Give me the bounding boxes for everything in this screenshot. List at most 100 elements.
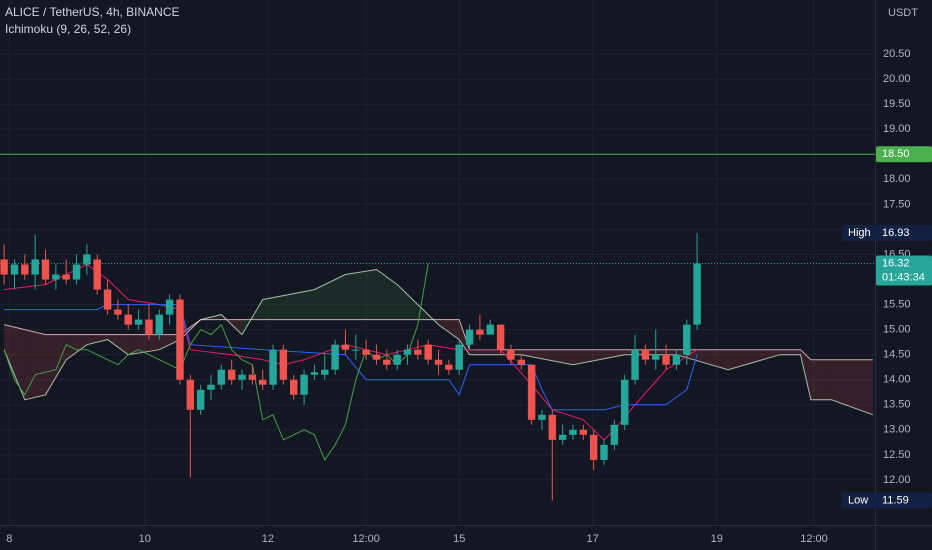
candle-body bbox=[455, 344, 463, 370]
candle-body bbox=[103, 289, 112, 310]
high-value-box bbox=[876, 224, 932, 241]
cloud-segment bbox=[128, 334, 160, 355]
candle-body bbox=[114, 309, 122, 315]
high-value: 16.93 bbox=[882, 227, 910, 239]
candle-body bbox=[186, 379, 195, 410]
y-tick-label: 19.00 bbox=[883, 123, 911, 135]
x-tick-label: 12:00 bbox=[352, 533, 380, 545]
level-label: 18.50 bbox=[882, 148, 910, 160]
candle-body bbox=[155, 314, 164, 335]
y-tick-label: 18.00 bbox=[883, 173, 911, 185]
candle-body bbox=[134, 319, 143, 325]
cloud-segment bbox=[262, 289, 315, 320]
candle-body bbox=[631, 349, 639, 380]
candle-body bbox=[507, 349, 515, 360]
candle-body bbox=[72, 264, 81, 280]
candle-body bbox=[196, 389, 205, 410]
candle-body bbox=[269, 349, 277, 385]
indicator-line bbox=[3, 263, 429, 461]
cloud-segment bbox=[728, 349, 780, 370]
y-tick-label: 20.00 bbox=[883, 73, 911, 85]
candle-body bbox=[486, 324, 494, 335]
candle-body bbox=[610, 424, 619, 445]
candle-body bbox=[145, 319, 153, 335]
cloud-segment bbox=[107, 334, 129, 355]
candle-body bbox=[227, 369, 236, 380]
y-tick-label: 17.50 bbox=[883, 198, 911, 210]
cloud-segment bbox=[779, 349, 801, 355]
candle-body bbox=[672, 354, 681, 365]
candle-body bbox=[548, 414, 557, 440]
candle-body bbox=[124, 314, 132, 325]
cloud-segment bbox=[345, 269, 377, 320]
candle-body bbox=[558, 434, 567, 440]
candle-body bbox=[176, 299, 184, 380]
candle-body bbox=[165, 299, 174, 315]
candle-body bbox=[290, 379, 298, 395]
high-name: High bbox=[848, 227, 871, 239]
candle-body bbox=[258, 379, 267, 385]
candle-body bbox=[393, 354, 401, 365]
cloud-segment bbox=[397, 284, 418, 320]
low-name: Low bbox=[848, 494, 868, 506]
y-tick-label: 19.50 bbox=[883, 98, 911, 110]
candle-body bbox=[321, 369, 329, 375]
candle-body bbox=[217, 369, 226, 385]
countdown: 01:43:34 bbox=[882, 271, 925, 283]
candle-body bbox=[341, 344, 350, 350]
candle-body bbox=[372, 354, 381, 360]
cloud-segment bbox=[438, 319, 460, 340]
y-tick-label: 14.50 bbox=[883, 349, 911, 361]
y-tick-label: 13.00 bbox=[883, 424, 911, 436]
cloud-segment bbox=[24, 329, 46, 400]
candle-body bbox=[93, 259, 101, 290]
cloud-segment bbox=[45, 334, 67, 395]
y-tick-label: 20.50 bbox=[883, 48, 911, 60]
candle-body bbox=[238, 374, 246, 380]
candle-body bbox=[476, 329, 484, 335]
x-tick-label: 12 bbox=[262, 533, 274, 545]
candle-body bbox=[434, 359, 443, 365]
cloud-segment bbox=[831, 359, 873, 415]
x-tick-label: 17 bbox=[587, 533, 599, 545]
x-tick-label: 19 bbox=[711, 533, 723, 545]
cloud-segment bbox=[521, 349, 573, 365]
candle-body bbox=[62, 274, 70, 280]
y-tick-label: 13.50 bbox=[883, 399, 911, 411]
candle-body bbox=[652, 354, 660, 360]
candle-body bbox=[693, 263, 701, 325]
candle-body bbox=[52, 274, 60, 280]
candle-body bbox=[600, 444, 608, 460]
candle-body bbox=[620, 379, 629, 425]
candle-body bbox=[21, 264, 29, 275]
low-name-box bbox=[842, 492, 876, 509]
last-price-box bbox=[876, 255, 932, 286]
last-price: 16.32 bbox=[882, 257, 910, 269]
candle-body bbox=[362, 349, 370, 355]
candle-body bbox=[310, 372, 319, 375]
cloud-segment bbox=[4, 324, 25, 400]
candle-body bbox=[496, 324, 505, 350]
cloud-boundary bbox=[3, 268, 874, 416]
candle-body bbox=[569, 429, 577, 435]
x-tick-label: 15 bbox=[453, 533, 465, 545]
low-value-box bbox=[876, 492, 932, 509]
cloud-segment bbox=[810, 359, 832, 400]
x-tick-label: 12:00 bbox=[800, 533, 828, 545]
candle-body bbox=[31, 259, 39, 275]
chart-title: ALICE / TetherUS, 4h, BINANCE bbox=[5, 5, 180, 19]
cloud-boundary bbox=[3, 319, 873, 361]
y-tick-label: 12.00 bbox=[883, 474, 911, 486]
candle-body bbox=[0, 259, 8, 275]
candle-body bbox=[300, 374, 308, 395]
candle-body bbox=[352, 349, 360, 351]
x-tick-label: 8 bbox=[6, 533, 12, 545]
cloud-segment bbox=[572, 349, 625, 365]
candle-body bbox=[517, 359, 525, 365]
candle-body bbox=[403, 349, 412, 355]
candle-body bbox=[662, 354, 670, 365]
candle-body bbox=[424, 344, 432, 360]
candle-body bbox=[538, 414, 546, 420]
y-tick-label: 12.50 bbox=[883, 449, 911, 461]
